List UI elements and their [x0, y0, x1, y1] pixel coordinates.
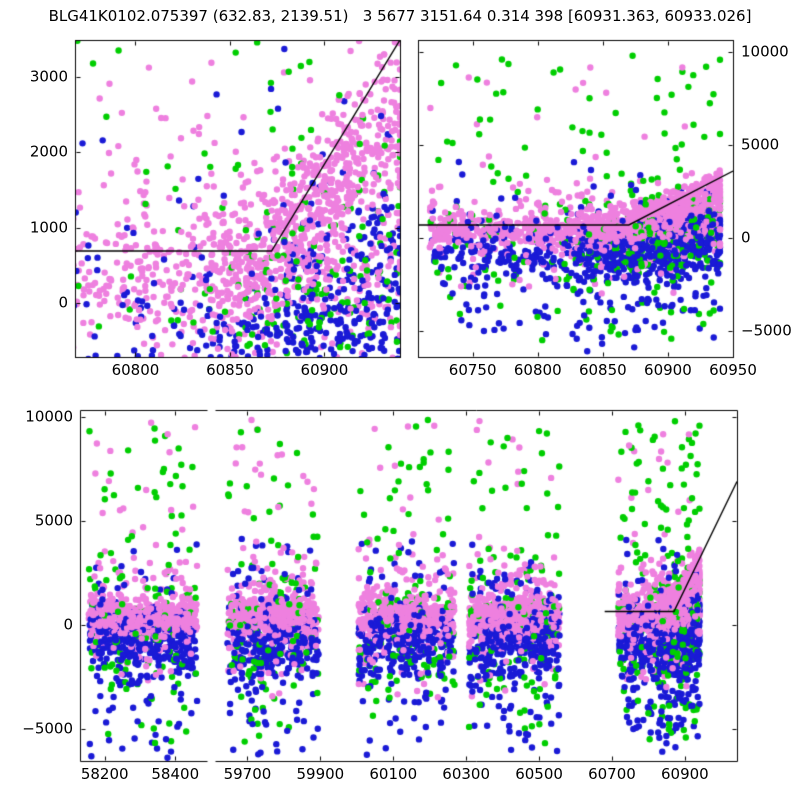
panel-recent-season-zoom — [75, 40, 400, 357]
x-tick-label: 60900 — [644, 361, 692, 379]
panel-recent-season-full-range — [418, 40, 733, 357]
y-tick-label: 0 — [63, 615, 73, 634]
x-tick-label: 60800 — [111, 361, 160, 379]
y-tick-label: 10000 — [25, 407, 73, 426]
x-tick-label: 60750 — [448, 361, 497, 379]
x-tick-label: 59900 — [296, 765, 345, 783]
y-tick-label: −5000 — [22, 719, 73, 738]
y-tick-label: 10000 — [741, 42, 789, 61]
x-tick-label: 58400 — [151, 765, 200, 783]
x-tick-label: 60950 — [709, 361, 757, 379]
y-tick-label: 0 — [58, 293, 68, 312]
x-tick-label: 60850 — [578, 361, 627, 379]
y-tick-label: 3000 — [29, 67, 68, 86]
y-tick-label: 1000 — [29, 218, 68, 237]
panel-all-seasons — [80, 410, 737, 761]
x-tick-label: 60900 — [300, 361, 349, 379]
y-tick-label: 5000 — [741, 135, 780, 154]
x-tick-label: 60500 — [515, 765, 563, 783]
x-tick-label: 59700 — [223, 765, 272, 783]
y-tick-label: 5000 — [34, 511, 73, 530]
y-tick-label: 0 — [741, 228, 751, 247]
x-tick-label: 60300 — [442, 765, 491, 783]
y-tick-label: −5000 — [741, 321, 792, 340]
x-tick-label: 60100 — [369, 765, 418, 783]
x-tick-label: 60800 — [513, 361, 562, 379]
x-tick-label: 60900 — [661, 765, 709, 783]
x-tick-label: 58200 — [80, 765, 129, 783]
x-tick-label: 60850 — [206, 361, 254, 379]
x-tick-label: 60700 — [588, 765, 636, 783]
y-tick-label: 2000 — [29, 142, 68, 161]
